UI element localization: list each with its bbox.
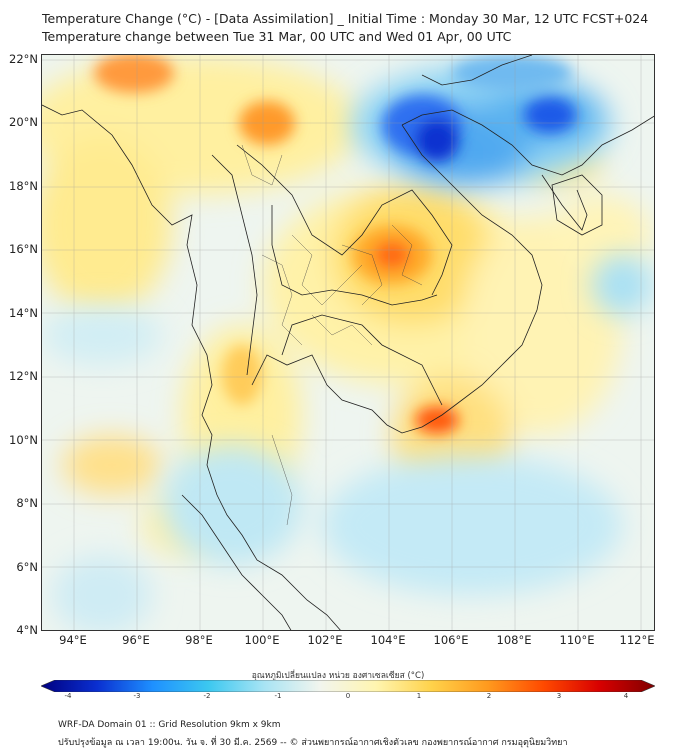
- footer-credit: ปรับปรุงข้อมูล ณ เวลา 19:00น. วัน จ. ที่…: [58, 738, 568, 748]
- lat-label-16n: 16°N: [9, 242, 38, 256]
- footer-model-info: WRF-DA Domain 01 :: Grid Resolution 9km …: [58, 720, 281, 730]
- lon-label-106e: 106°E: [433, 633, 469, 647]
- lon-label-102e: 102°E: [307, 633, 343, 647]
- map-title: Temperature Change (°C) - [Data Assimila…: [42, 11, 649, 26]
- lat-label-18n: 18°N: [9, 179, 38, 193]
- lat-label-8n: 8°N: [16, 496, 38, 510]
- colorbar-tick-minus3: -3: [133, 692, 141, 700]
- colorbar-tick-1: 1: [416, 692, 422, 700]
- colorbar-tick-minus2: -2: [203, 692, 211, 700]
- colorbar-tick-minus1: -1: [274, 692, 282, 700]
- colorbar-tick-2: 2: [486, 692, 492, 700]
- lat-label-14n: 14°N: [9, 306, 38, 320]
- map-canvas: [42, 55, 654, 630]
- lon-label-98e: 98°E: [185, 633, 213, 647]
- temperature-change-map[interactable]: [41, 54, 655, 631]
- colorbar-tick-minus4: -4: [64, 692, 72, 700]
- lat-label-6n: 6°N: [16, 560, 38, 574]
- lat-label-22n: 22°N: [9, 52, 38, 66]
- colorbar-title: อุณหภูมิเปลี่ยนแปลง หน่วย องศาเซลเซียส (…: [251, 671, 425, 681]
- lon-label-104e: 104°E: [370, 633, 406, 647]
- lat-label-4n: 4°N: [16, 623, 38, 637]
- lat-label-10n: 10°N: [9, 433, 38, 447]
- lat-label-20n: 20°N: [9, 115, 38, 129]
- lat-label-12n: 12°N: [9, 369, 38, 383]
- colorbar-tick-0: 0: [345, 692, 351, 700]
- colorbar: [41, 680, 655, 692]
- colorbar-tick-4: 4: [623, 692, 629, 700]
- lon-label-94e: 94°E: [59, 633, 87, 647]
- lon-label-96e: 96°E: [122, 633, 150, 647]
- extreme-cores: [94, 55, 576, 434]
- graticule: [42, 55, 654, 630]
- coastlines-borders: [42, 55, 654, 630]
- lon-label-108e: 108°E: [496, 633, 532, 647]
- lon-label-100e: 100°E: [244, 633, 280, 647]
- map-subtitle: Temperature change between Tue 31 Mar, 0…: [42, 29, 512, 44]
- lon-label-110e: 110°E: [559, 633, 595, 647]
- colorbar-tick-3: 3: [556, 692, 562, 700]
- province-lines: [241, 144, 423, 526]
- lon-label-112e: 112°E: [619, 633, 655, 647]
